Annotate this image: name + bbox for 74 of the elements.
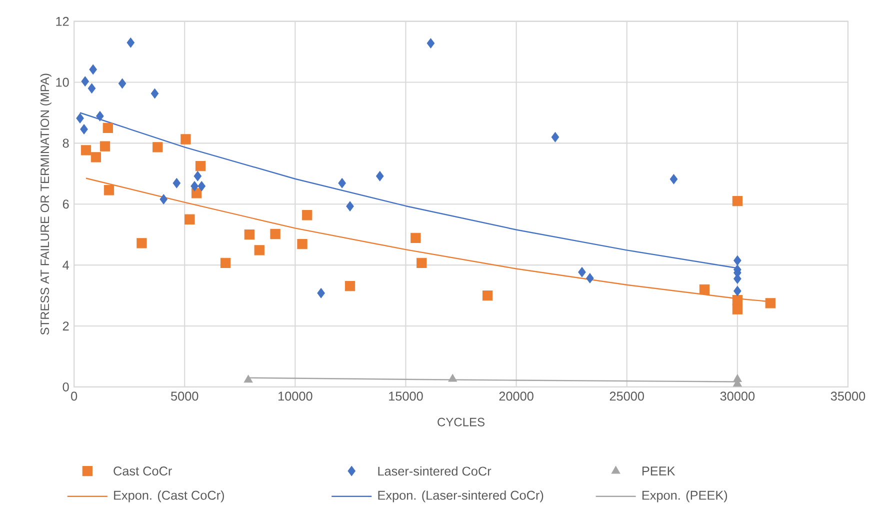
point: [448, 374, 458, 382]
x-tick-label: 0: [71, 392, 78, 401]
point: [734, 286, 742, 296]
point: [732, 196, 742, 206]
legend-label: Laser-sintered CoCr: [378, 466, 492, 476]
legend-label: Expon. (Cast CoCr): [114, 490, 224, 502]
point: [194, 171, 202, 182]
point: [80, 145, 92, 156]
point: [270, 228, 280, 240]
y-tick-label: 0: [62, 382, 69, 392]
point: [195, 160, 206, 172]
y-tick-label: 6: [62, 200, 69, 209]
x-tick-label: 35000: [830, 392, 866, 401]
point: [100, 141, 110, 152]
point: [586, 273, 594, 284]
point: [80, 124, 88, 134]
point: [344, 281, 356, 292]
point: [244, 374, 253, 383]
y-tick-label: 8: [62, 138, 69, 148]
point: [89, 64, 97, 75]
legend-label: Cast CoCr: [114, 466, 172, 476]
point: [338, 178, 346, 188]
point: [426, 38, 435, 48]
x-tick-label: 25000: [610, 392, 644, 401]
point: [317, 288, 325, 298]
y-axis-title: STRESS AT FAILURE OR TERMINATION (MPA): [40, 74, 52, 335]
y-tick-label: 4: [62, 260, 69, 270]
point: [699, 284, 710, 295]
point: [244, 230, 254, 240]
point: [190, 181, 198, 192]
point: [734, 255, 742, 266]
point: [184, 214, 195, 224]
point: [96, 110, 104, 122]
point: [765, 298, 776, 308]
point: [254, 245, 264, 256]
legend-label: Expon. (Laser-sintered CoCr): [378, 490, 544, 502]
point: [81, 76, 89, 86]
point: [578, 266, 586, 278]
point: [482, 290, 493, 301]
x-axis-title: CYCLES: [438, 418, 484, 426]
point: [297, 238, 308, 250]
legend-label: Expon. (PEEK): [642, 490, 728, 502]
point: [416, 258, 427, 268]
point: [198, 181, 206, 192]
point: [172, 178, 181, 188]
point: [410, 232, 421, 244]
point: [150, 88, 159, 99]
point: [118, 78, 126, 89]
x-tick-label: 5000: [171, 392, 198, 401]
legend-label: PEEK: [642, 466, 676, 476]
point: [376, 171, 384, 182]
point: [732, 304, 742, 314]
point: [136, 238, 147, 248]
point: [220, 258, 231, 268]
x-tick-label: 20000: [499, 392, 534, 401]
y-tick-label: 2: [62, 322, 69, 330]
point: [90, 152, 102, 162]
point: [126, 38, 135, 48]
x-tick-label: 30000: [720, 392, 755, 401]
x-tick-label: 10000: [278, 392, 312, 401]
point: [302, 210, 312, 220]
point: [160, 194, 168, 204]
point: [152, 142, 163, 152]
point: [88, 83, 96, 94]
point: [346, 201, 354, 212]
point: [670, 174, 678, 184]
point: [180, 134, 191, 144]
y-tick-label: 12: [56, 16, 69, 26]
point: [76, 113, 84, 124]
x-tick-label: 15000: [389, 392, 423, 401]
point: [551, 132, 560, 142]
y-tick-label: 10: [56, 78, 69, 87]
point: [102, 122, 113, 134]
point: [104, 185, 114, 196]
